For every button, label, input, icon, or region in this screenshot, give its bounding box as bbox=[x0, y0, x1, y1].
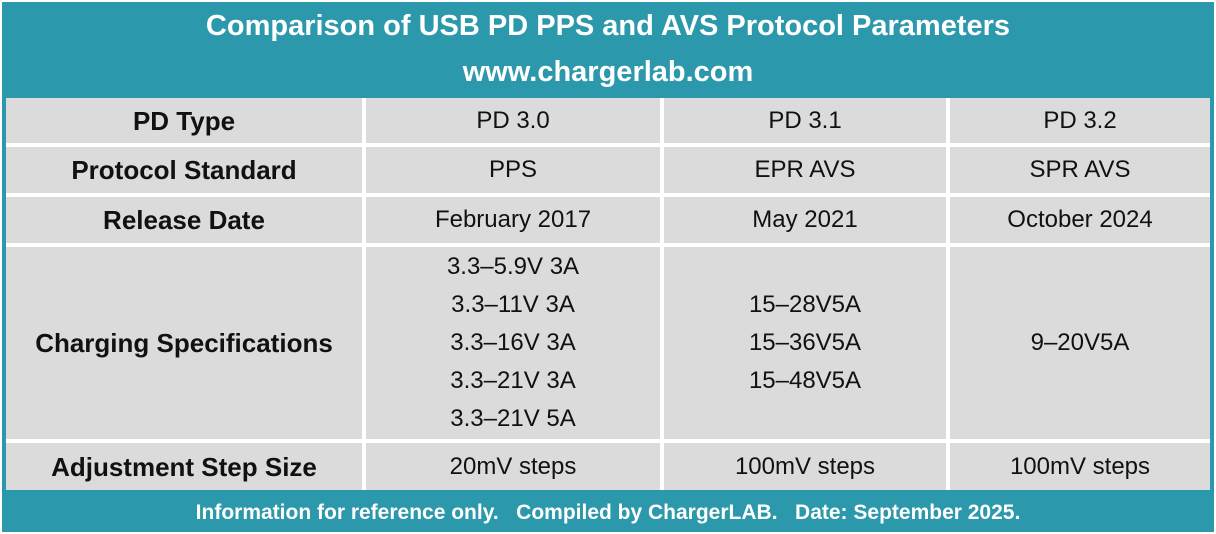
table-cell: EPR AVS bbox=[664, 147, 946, 193]
spec-line: 3.3–21V 5A bbox=[450, 405, 576, 432]
row-label-protocol-standard: Protocol Standard bbox=[6, 147, 362, 193]
table-cell: 20mV steps bbox=[366, 443, 660, 490]
spec-line: 15–48V5A bbox=[748, 367, 862, 394]
table-cell: PD 3.1 bbox=[664, 98, 946, 143]
cell-text: PD 3.0 bbox=[476, 106, 550, 134]
table-header: Comparison of USB PD PPS and AVS Protoco… bbox=[2, 2, 1214, 96]
table-cell: PPS bbox=[366, 147, 660, 193]
row-label-text: Charging Specifications bbox=[35, 328, 333, 358]
row-label-text: PD Type bbox=[132, 105, 236, 136]
cell-text: 100mV steps bbox=[1009, 452, 1151, 480]
row-label-text: Release Date bbox=[103, 205, 265, 235]
cell-text: October 2024 bbox=[1007, 206, 1153, 233]
page-title: Comparison of USB PD PPS and AVS Protoco… bbox=[205, 10, 1011, 42]
row-label-release-date: Release Date bbox=[6, 197, 362, 243]
cell-text: PPS bbox=[488, 156, 538, 183]
cell-text: 20mV steps bbox=[449, 452, 577, 480]
table-cell: 15–28V5A 15–36V5A 15–48V5A bbox=[664, 247, 946, 439]
site-url: www.chargerlab.com bbox=[462, 56, 754, 88]
row-label-text: Protocol Standard bbox=[71, 155, 297, 185]
table-cell: SPR AVS bbox=[950, 147, 1210, 193]
table-cell: PD 3.2 bbox=[950, 98, 1210, 143]
table-cell: 9–20V5A bbox=[950, 247, 1210, 439]
cell-text: PD 3.1 bbox=[768, 106, 842, 134]
row-label-adjustment-step-size: Adjustment Step Size bbox=[6, 443, 362, 490]
cell-text: EPR AVS bbox=[754, 156, 856, 183]
comparison-table: PD Type PD 3.0 PD 3.1 PD 3.2 Protocol St… bbox=[6, 98, 1210, 490]
table-cell: May 2021 bbox=[664, 197, 946, 243]
spec-line: 3.3–5.9V 3A bbox=[446, 253, 580, 280]
table-cell: February 2017 bbox=[366, 197, 660, 243]
spec-line: 3.3–16V 3A bbox=[450, 329, 576, 356]
spec-line: 3.3–21V 3A bbox=[450, 367, 576, 394]
cell-text: February 2017 bbox=[434, 206, 592, 233]
row-label-pd-type: PD Type bbox=[6, 98, 362, 143]
row-label-text: Adjustment Step Size bbox=[51, 451, 317, 482]
spec-line: 9–20V5A bbox=[1030, 329, 1130, 356]
cell-text: May 2021 bbox=[752, 206, 858, 233]
spec-line: 15–36V5A bbox=[748, 329, 862, 356]
row-label-charging-specifications: Charging Specifications bbox=[6, 247, 362, 439]
spec-line: 15–28V5A bbox=[748, 291, 862, 318]
cell-text: 100mV steps bbox=[734, 452, 876, 480]
cell-text: PD 3.2 bbox=[1043, 106, 1117, 134]
table-cell: PD 3.0 bbox=[366, 98, 660, 143]
cell-text: SPR AVS bbox=[1029, 156, 1131, 183]
footer-note: Information for reference only. Compiled… bbox=[195, 501, 1021, 524]
table-cell: 100mV steps bbox=[664, 443, 946, 490]
spec-line: 3.3–11V 3A bbox=[451, 291, 575, 318]
table-cell: October 2024 bbox=[950, 197, 1210, 243]
table-cell: 100mV steps bbox=[950, 443, 1210, 490]
table-cell: 3.3–5.9V 3A 3.3–11V 3A 3.3–16V 3A 3.3–21… bbox=[366, 247, 660, 439]
